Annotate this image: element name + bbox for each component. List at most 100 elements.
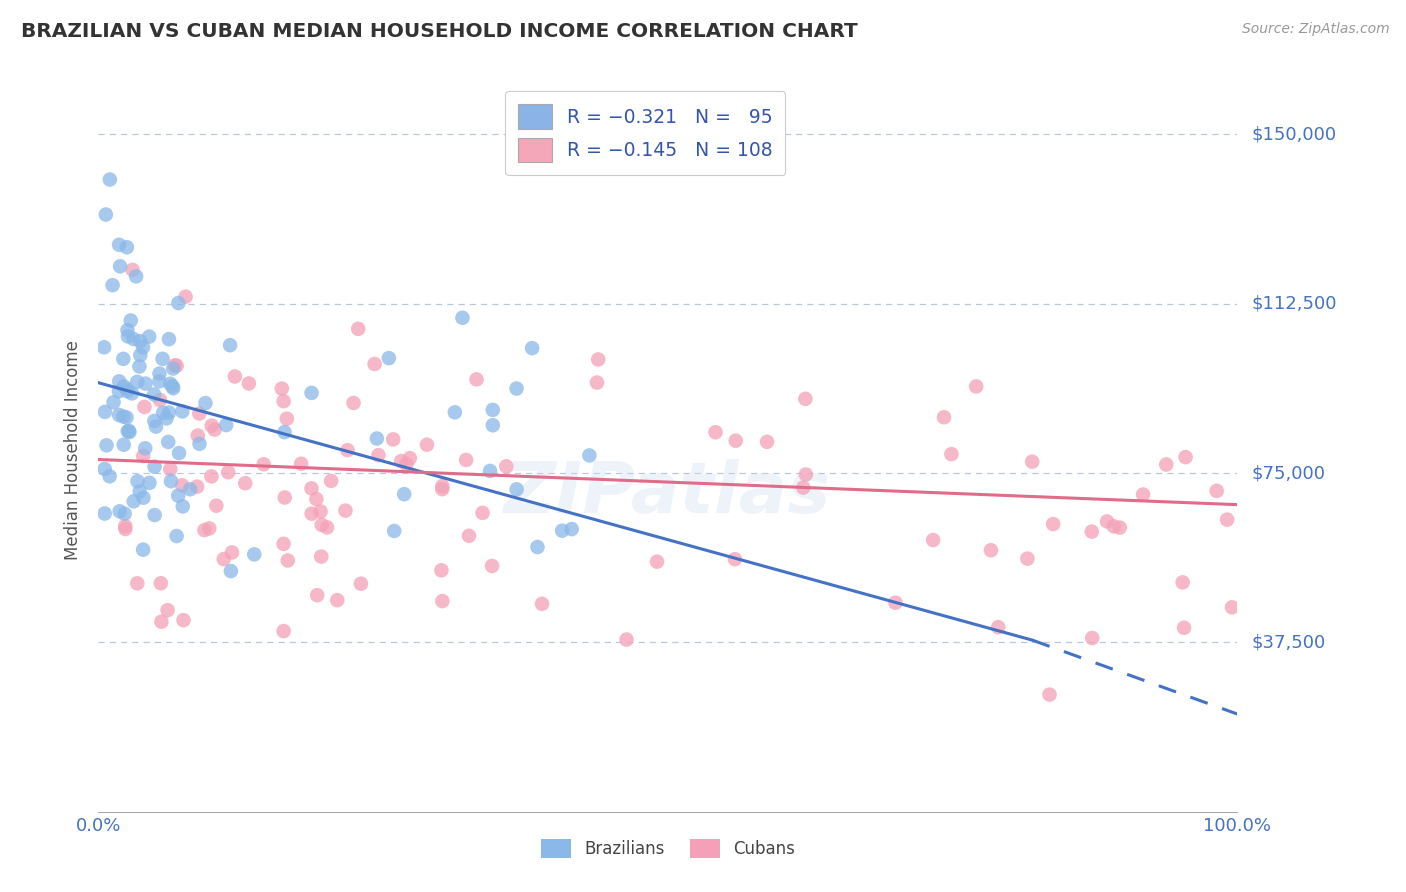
Point	[347, 322, 370, 336]
Point	[114, 519, 136, 533]
Point	[1132, 487, 1154, 501]
Point	[277, 553, 299, 567]
Point	[378, 351, 401, 365]
Point	[1038, 688, 1060, 702]
Point	[432, 482, 454, 496]
Text: Source: ZipAtlas.com: Source: ZipAtlas.com	[1241, 22, 1389, 37]
Point	[148, 367, 170, 381]
Point	[108, 237, 131, 252]
Point	[219, 564, 242, 578]
Point	[495, 459, 517, 474]
Point	[432, 479, 454, 493]
Point	[1081, 631, 1104, 645]
Legend: Brazilians, Cubans: Brazilians, Cubans	[534, 832, 801, 865]
Point	[125, 269, 148, 284]
Point	[430, 563, 453, 577]
Point	[311, 517, 333, 532]
Point	[1108, 520, 1130, 534]
Point	[884, 596, 907, 610]
Point	[382, 433, 405, 447]
Text: $150,000: $150,000	[1251, 126, 1336, 144]
Point	[616, 632, 638, 647]
Point	[321, 474, 343, 488]
Point	[704, 425, 727, 440]
Text: ZIPatlas: ZIPatlas	[505, 459, 831, 528]
Point	[143, 387, 166, 401]
Point	[117, 384, 139, 399]
Point	[1081, 524, 1104, 539]
Point	[93, 340, 115, 354]
Point	[724, 552, 747, 566]
Point	[159, 462, 181, 476]
Point	[93, 462, 115, 476]
Point	[217, 465, 239, 479]
Point	[792, 481, 814, 495]
Point	[149, 576, 172, 591]
Point	[309, 504, 332, 518]
Point	[481, 559, 503, 574]
Point	[1154, 458, 1177, 472]
Point	[179, 483, 201, 497]
Point	[152, 351, 174, 366]
Point	[363, 357, 385, 371]
Point	[238, 376, 260, 391]
Point	[382, 524, 405, 538]
Point	[505, 483, 527, 497]
Point	[221, 545, 243, 559]
Point	[392, 487, 415, 501]
Point	[479, 464, 502, 478]
Point	[200, 469, 222, 483]
Point	[444, 405, 467, 419]
Point	[215, 418, 238, 433]
Point	[163, 359, 186, 373]
Point	[243, 548, 266, 562]
Point	[756, 434, 779, 449]
Point	[162, 379, 184, 393]
Point	[167, 296, 190, 310]
Point	[172, 404, 194, 418]
Point	[350, 576, 373, 591]
Point	[305, 491, 328, 506]
Point	[138, 329, 160, 343]
Point	[481, 418, 503, 433]
Point	[115, 382, 138, 396]
Point	[155, 411, 177, 425]
Point	[274, 491, 297, 505]
Point	[152, 406, 174, 420]
Point	[143, 508, 166, 522]
Point	[159, 376, 181, 391]
Point	[132, 491, 155, 505]
Point	[145, 419, 167, 434]
Point	[127, 576, 149, 591]
Point	[336, 443, 359, 458]
Point	[129, 334, 152, 349]
Point	[1102, 519, 1125, 533]
Point	[115, 240, 138, 254]
Point	[134, 442, 156, 456]
Point	[115, 410, 138, 425]
Point	[586, 352, 609, 367]
Point	[1220, 600, 1243, 615]
Point	[108, 374, 131, 388]
Point	[987, 620, 1010, 634]
Point	[456, 453, 478, 467]
Point	[150, 615, 173, 629]
Point	[108, 260, 131, 274]
Point	[166, 529, 188, 543]
Point	[157, 434, 180, 449]
Point	[481, 403, 503, 417]
Point	[94, 207, 117, 221]
Point	[505, 382, 527, 396]
Point	[94, 405, 117, 419]
Point	[273, 624, 295, 639]
Point	[724, 434, 747, 448]
Point	[143, 414, 166, 428]
Point	[198, 521, 221, 535]
Point	[366, 432, 388, 446]
Point	[932, 410, 955, 425]
Point	[367, 448, 389, 462]
Point	[922, 533, 945, 547]
Point	[112, 351, 135, 366]
Point	[121, 386, 143, 401]
Point	[118, 425, 141, 439]
